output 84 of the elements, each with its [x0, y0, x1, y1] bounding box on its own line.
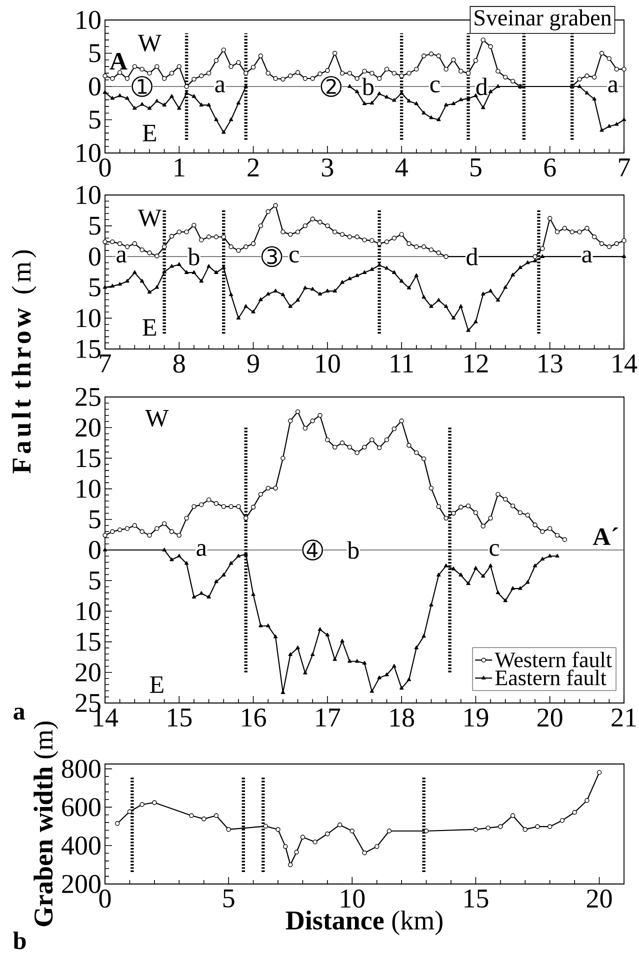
x-tick-label: 18 [390, 708, 414, 727]
annotation: d [476, 78, 488, 96]
y-tick-label: 5 [90, 216, 100, 235]
x-tick-label: 6 [544, 158, 556, 177]
x-tick-label: 5 [223, 890, 234, 908]
x-tick-label: 16 [242, 708, 266, 727]
x-tick-label: 21 [612, 708, 636, 726]
x-tick-label: 1 [174, 158, 184, 176]
y-tick-label: 15 [76, 632, 100, 651]
y-axis-title: Fault throw (m) [12, 250, 36, 474]
annotation: A [110, 52, 128, 70]
x-tick-label: 14 [612, 354, 638, 372]
x-tick-label: 7 [619, 158, 630, 176]
x-tick-label: 4 [395, 158, 408, 176]
x-axis-title: Distance (km) [286, 910, 442, 936]
y-tick-label: 5 [90, 44, 100, 62]
annotation: c [490, 544, 500, 556]
x-tick-label: 19 [464, 708, 488, 727]
annotation: E [142, 319, 156, 336]
y-tick-label: 15 [76, 449, 100, 468]
annotation: A´ [592, 528, 618, 545]
x-tick-label: 15 [168, 708, 192, 727]
y-tick-label: 0 [89, 77, 100, 96]
annotation: a [608, 80, 618, 92]
x-tick-label: 5 [470, 158, 482, 176]
annotation: b [347, 541, 359, 559]
annotation: a [215, 80, 226, 92]
x-tick-label: 10 [316, 354, 340, 373]
x-tick-label: 20 [538, 708, 562, 727]
y-tick-label: 5 [90, 278, 100, 296]
y-tick-label: 5 [90, 510, 100, 528]
x-tick-label: 2 [248, 158, 259, 176]
annotation: W [138, 34, 162, 52]
y-tick-label: 10 [76, 10, 100, 30]
y-tick-label: 600 [62, 798, 100, 816]
x-tick-label: 9 [247, 354, 259, 373]
annotation: ➀ [132, 76, 152, 97]
x-tick-label: 11 [390, 354, 413, 372]
x-tick-label: 15 [464, 890, 488, 908]
x-tick-label: 7 [100, 354, 111, 372]
x-tick-label: 8 [173, 354, 185, 373]
annotation: E [150, 676, 164, 693]
y-tick-label: 0 [89, 540, 100, 560]
y-tick-label: 10 [76, 602, 100, 620]
x-tick-label: 3 [322, 158, 334, 177]
y-tick-label: 10 [76, 144, 100, 162]
x-tick-label: 10 [341, 890, 365, 908]
legend-label: Western fault [494, 652, 612, 668]
annotation: d [466, 248, 478, 266]
x-tick-label: 13 [538, 354, 562, 373]
y-tick-label: 10 [76, 480, 100, 498]
y-tick-label: 800 [62, 760, 100, 778]
y-tick-label: 25 [76, 388, 100, 406]
y-tick-label: 5 [90, 572, 100, 590]
annotation: a [196, 544, 207, 556]
annotation: W [145, 410, 169, 427]
chart-title: Sveinar graben [474, 9, 612, 30]
y-tick-label: 15 [76, 340, 100, 358]
x-tick-label: 20 [586, 890, 612, 908]
y-tick-label: 0 [89, 247, 100, 266]
annotation: b [362, 78, 374, 96]
annotation: c [430, 80, 440, 93]
y-tick-label: 20 [76, 418, 100, 437]
text: a [14, 708, 25, 720]
y-axis-title: Graben width (m) [34, 722, 58, 926]
y-tick-label: 5 [90, 110, 100, 129]
y-tick-label: 400 [62, 836, 100, 855]
annotation: c [289, 250, 299, 263]
y-tick-label: 10 [76, 186, 100, 204]
annotation: E [142, 124, 156, 142]
text: b [13, 932, 26, 950]
annotation: a [582, 250, 592, 263]
annotation: ➁ [320, 76, 342, 97]
x-tick-label: 12 [464, 354, 488, 372]
annotation: b [188, 248, 200, 266]
annotation: ➃ [302, 540, 323, 560]
y-tick-label: 10 [76, 309, 100, 328]
legend-label: Eastern fault [495, 670, 606, 686]
annotation: W [138, 210, 162, 226]
y-tick-label: 20 [76, 663, 100, 682]
annotation: ➂ [261, 246, 282, 267]
x-tick-label: 17 [316, 708, 340, 726]
annotation: a [116, 250, 127, 263]
y-tick-label: 200 [62, 874, 100, 894]
